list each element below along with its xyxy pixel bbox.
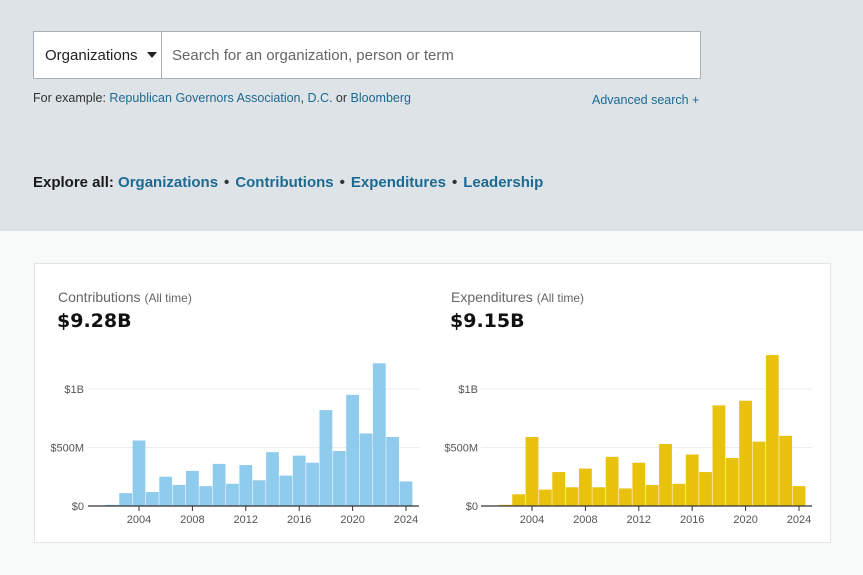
contributions-bar-2017 — [306, 462, 319, 506]
expenditures-bar-2015 — [672, 483, 686, 506]
separator-dot: • — [224, 174, 230, 191]
contributions-bar-2023 — [386, 436, 400, 506]
expenditures-bar-2012 — [632, 462, 646, 506]
contributions-bar-2007 — [172, 484, 186, 506]
explore-link-contributions[interactable]: Contributions — [235, 174, 334, 191]
explore-link-organizations[interactable]: Organizations — [118, 174, 219, 191]
search-bar: Organizations — [33, 31, 701, 79]
contributions-bar-2012 — [239, 465, 253, 506]
contributions-bar-2008 — [186, 470, 199, 506]
examples-or: or — [332, 91, 351, 105]
contributions-bar-2003 — [119, 493, 133, 506]
expenditures-xtick-label: 2008 — [573, 514, 597, 526]
expenditures-bar-2014 — [659, 443, 672, 506]
expenditures-bar-2007 — [565, 487, 579, 506]
contributions-xtick-label: 2020 — [340, 514, 364, 526]
expenditures-bar-2011 — [619, 488, 632, 506]
expenditures-xtick-label: 2016 — [680, 514, 704, 526]
expenditures-total: $9.15B — [450, 310, 525, 332]
expenditures-bar-2023 — [779, 435, 793, 506]
expenditures-ytick-label: $0 — [466, 501, 478, 513]
explore-all-nav: Explore all: Organizations • Contributions… — [33, 174, 543, 191]
contributions-bar-2018 — [319, 410, 333, 506]
search-type-label: Organizations — [45, 46, 138, 64]
search-input[interactable] — [162, 32, 700, 78]
contributions-xtick-label: 2008 — [180, 514, 204, 526]
contributions-bar-2020 — [346, 394, 359, 506]
expenditures-subtitle: (All time) — [536, 291, 585, 305]
expenditures-bar-2004 — [525, 436, 539, 506]
expenditures-bar-2008 — [579, 468, 592, 506]
expenditures-bar-2013 — [645, 484, 659, 506]
expenditures-ytick-label: $1B — [458, 384, 478, 396]
expenditures-bar-2022 — [765, 355, 779, 506]
contributions-title-text: Contributions — [58, 289, 141, 305]
contributions-title: Contributions (All time) — [58, 289, 192, 305]
contributions-ytick-label: $500M — [50, 443, 84, 455]
expenditures-bar-2006 — [552, 472, 566, 506]
contributions-bar-2021 — [359, 433, 373, 506]
contributions-bar-2014 — [266, 452, 279, 506]
contributions-bar-2016 — [292, 455, 306, 506]
expenditures-bar-2009 — [592, 487, 606, 506]
expenditures-xtick-label: 2020 — [733, 514, 757, 526]
example-link-dc[interactable]: D.C. — [307, 91, 333, 105]
expenditures-xtick-label: 2024 — [787, 514, 811, 526]
contributions-total: $9.28B — [57, 310, 132, 332]
search-examples: For example: Republican Governors Associ… — [33, 91, 411, 105]
expenditures-bar-2005 — [538, 489, 552, 506]
advanced-search-link[interactable]: Advanced search + — [592, 93, 700, 107]
example-link-bloomberg[interactable]: Bloomberg — [350, 91, 411, 105]
expenditures-xtick-label: 2012 — [627, 514, 651, 526]
contributions-bar-2019 — [332, 451, 346, 506]
caret-down-icon — [146, 52, 157, 58]
contributions-bar-2010 — [212, 463, 226, 506]
separator-dot: • — [339, 174, 345, 191]
expenditures-xtick-label: 2004 — [520, 514, 544, 526]
examples-prefix: For example: — [33, 91, 110, 105]
expenditures-bar-2010 — [605, 456, 619, 506]
expenditures-bar-2019 — [725, 458, 739, 506]
contributions-xtick-label: 2012 — [234, 514, 258, 526]
examples-comma: , — [300, 91, 308, 105]
contributions-bar-2011 — [226, 483, 239, 506]
expenditures-bar-2020 — [739, 400, 752, 506]
expenditures-bar-2024 — [792, 486, 806, 506]
expenditures-title: Expenditures (All time) — [451, 289, 584, 305]
expenditures-title-text: Expenditures — [451, 289, 533, 305]
explore-link-expenditures[interactable]: Expenditures — [350, 174, 446, 191]
contributions-bar-2006 — [159, 476, 173, 506]
contributions-xtick-label: 2004 — [127, 514, 151, 526]
expenditures-ytick-label: $500M — [444, 443, 478, 455]
contributions-xtick-label: 2016 — [287, 514, 311, 526]
expenditures-bar-2003 — [512, 494, 526, 506]
contributions-ytick-label: $0 — [72, 501, 84, 513]
contributions-bar-2004 — [132, 440, 146, 506]
expenditures-bar-2016 — [685, 454, 699, 506]
contributions-bar-2015 — [279, 475, 293, 506]
contributions-bar-2009 — [199, 486, 213, 506]
contributions-ytick-label: $1B — [64, 384, 84, 396]
separator-dot: • — [451, 174, 458, 191]
contributions-bar-2005 — [145, 491, 159, 506]
contributions-xtick-label: 2024 — [394, 514, 418, 526]
explore-link-leadership[interactable]: Leadership — [463, 174, 544, 191]
explore-label: Explore all: — [33, 174, 119, 191]
search-type-dropdown[interactable]: Organizations — [34, 32, 162, 78]
example-link-rga[interactable]: Republican Governors Association — [109, 91, 301, 105]
expenditures-bar-2021 — [752, 441, 766, 506]
expenditures-bar-2017 — [699, 472, 712, 506]
contributions-subtitle: (All time) — [144, 291, 192, 305]
contributions-bar-2024 — [399, 481, 413, 506]
contributions-bar-2013 — [252, 480, 266, 506]
expenditures-bar-2018 — [712, 405, 726, 506]
contributions-bar-2022 — [372, 363, 386, 506]
